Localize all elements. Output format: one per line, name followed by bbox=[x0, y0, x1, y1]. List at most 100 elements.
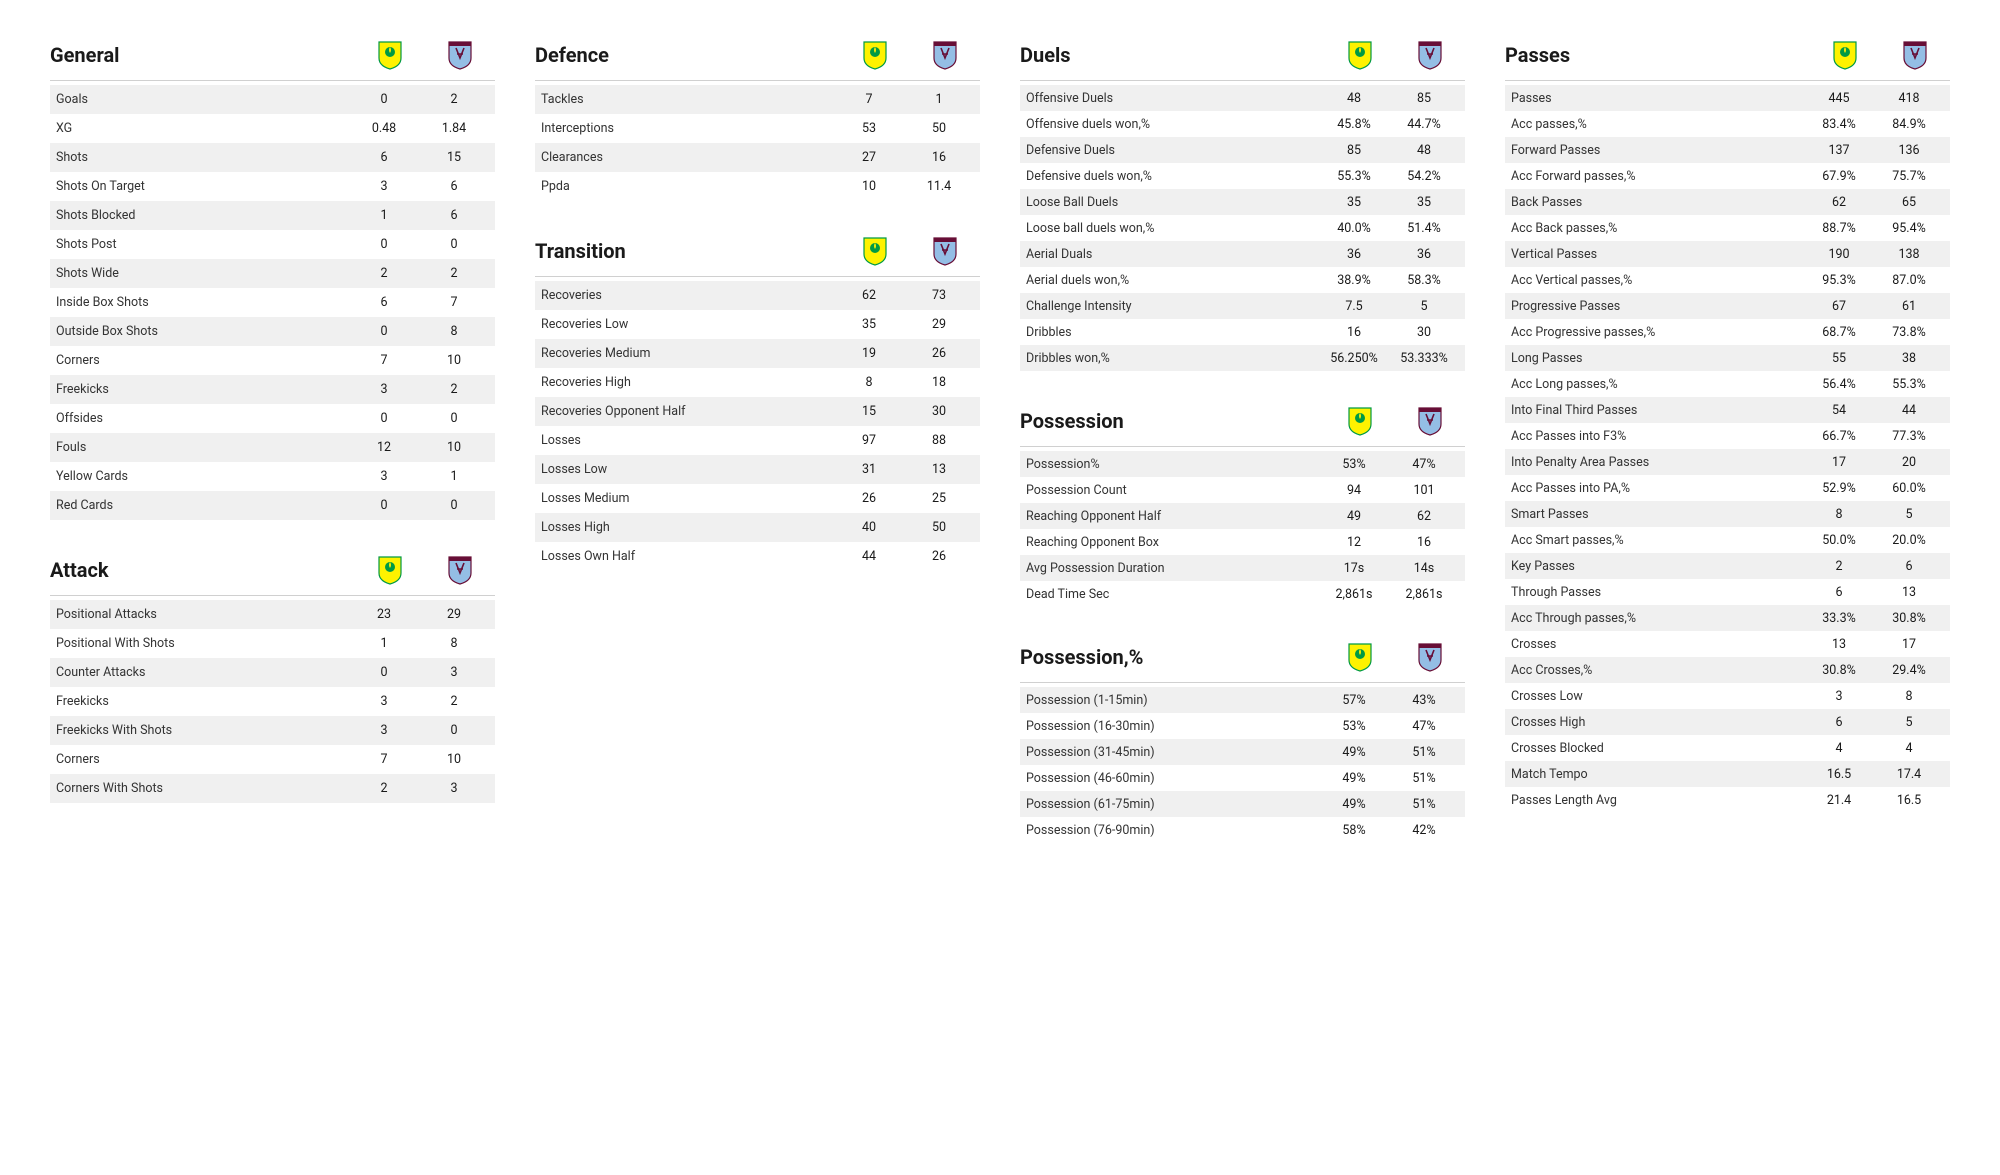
stat-row: Shots Post00 bbox=[50, 230, 495, 259]
home-team-badge bbox=[1810, 40, 1880, 70]
section-title: Transition bbox=[535, 239, 840, 263]
stat-label: Recoveries Medium bbox=[541, 346, 834, 361]
stat-row: Losses High4050 bbox=[535, 513, 980, 542]
stat-label: Recoveries bbox=[541, 288, 834, 303]
stat-away-value: 36 bbox=[1389, 247, 1459, 262]
section-header: Transition bbox=[535, 236, 980, 277]
section-header: Possession,% bbox=[1020, 642, 1465, 683]
stat-label: Corners bbox=[56, 353, 349, 368]
stat-row: Shots615 bbox=[50, 143, 495, 172]
away-team-badge bbox=[910, 236, 980, 266]
stat-label: Acc Passes into PA,% bbox=[1511, 481, 1804, 496]
stat-row: Forward Passes137136 bbox=[1505, 137, 1950, 163]
stat-label: Corners bbox=[56, 752, 349, 767]
stat-row: Crosses Blocked44 bbox=[1505, 735, 1950, 761]
stat-away-value: 29.4% bbox=[1874, 663, 1944, 678]
stat-row: Goals02 bbox=[50, 85, 495, 114]
stat-label: Reaching Opponent Box bbox=[1026, 535, 1319, 550]
stat-home-value: 10 bbox=[834, 179, 904, 194]
stat-home-value: 1 bbox=[349, 636, 419, 651]
stat-home-value: 30.8% bbox=[1804, 663, 1874, 678]
stat-home-value: 44 bbox=[834, 549, 904, 564]
stat-away-value: 47% bbox=[1389, 719, 1459, 734]
home-badge-icon bbox=[1347, 642, 1373, 672]
stat-home-value: 0 bbox=[349, 237, 419, 252]
stat-away-value: 418 bbox=[1874, 91, 1944, 106]
stat-label: Into Penalty Area Passes bbox=[1511, 455, 1804, 470]
stat-row: Acc Smart passes,%50.0%20.0% bbox=[1505, 527, 1950, 553]
stat-label: Loose Ball Duels bbox=[1026, 195, 1319, 210]
stat-home-value: 6 bbox=[349, 150, 419, 165]
stat-label: Passes bbox=[1511, 91, 1804, 106]
stat-away-value: 48 bbox=[1389, 143, 1459, 158]
stat-away-value: 8 bbox=[1874, 689, 1944, 704]
stats-column: Passes Passes445418Acc passes,%83.4%84.9… bbox=[1505, 40, 1950, 843]
stat-label: Crosses Blocked bbox=[1511, 741, 1804, 756]
stat-home-value: 21.4 bbox=[1804, 793, 1874, 808]
stat-away-value: 10 bbox=[419, 353, 489, 368]
stat-row: Acc Passes into F3%66.7%77.3% bbox=[1505, 423, 1950, 449]
stat-home-value: 6 bbox=[1804, 585, 1874, 600]
stat-home-value: 6 bbox=[1804, 715, 1874, 730]
stats-section: Attack Positional Attacks2329Positional … bbox=[50, 555, 495, 803]
home-team-badge bbox=[355, 40, 425, 70]
stat-away-value: 50 bbox=[904, 121, 974, 136]
stat-away-value: 44.7% bbox=[1389, 117, 1459, 132]
stat-row: Offensive Duels4885 bbox=[1020, 85, 1465, 111]
stat-row: Acc Crosses,%30.8%29.4% bbox=[1505, 657, 1950, 683]
stat-row: Acc Vertical passes,%95.3%87.0% bbox=[1505, 267, 1950, 293]
stat-away-value: 30.8% bbox=[1874, 611, 1944, 626]
stat-home-value: 95.3% bbox=[1804, 273, 1874, 288]
away-badge-icon bbox=[1417, 642, 1443, 672]
stat-row: Losses Low3113 bbox=[535, 455, 980, 484]
section-title: Duels bbox=[1020, 43, 1325, 67]
section-rows: Recoveries6273Recoveries Low3529Recoveri… bbox=[535, 281, 980, 571]
stat-label: Into Final Third Passes bbox=[1511, 403, 1804, 418]
stat-row: Possession (61-75min)49%51% bbox=[1020, 791, 1465, 817]
stat-label: Acc Long passes,% bbox=[1511, 377, 1804, 392]
stat-label: Defensive Duels bbox=[1026, 143, 1319, 158]
stat-row: Acc Passes into PA,%52.9%60.0% bbox=[1505, 475, 1950, 501]
stat-home-value: 3 bbox=[349, 382, 419, 397]
stat-away-value: 8 bbox=[419, 636, 489, 651]
stat-row: Dead Time Sec2,861s2,861s bbox=[1020, 581, 1465, 607]
stat-label: Yellow Cards bbox=[56, 469, 349, 484]
stat-away-value: 3 bbox=[419, 665, 489, 680]
stat-home-value: 0 bbox=[349, 498, 419, 513]
stat-home-value: 1 bbox=[349, 208, 419, 223]
stat-row: Passes Length Avg21.416.5 bbox=[1505, 787, 1950, 813]
stat-label: Possession (46-60min) bbox=[1026, 771, 1319, 786]
stat-label: Acc Progressive passes,% bbox=[1511, 325, 1804, 340]
stat-row: Loose Ball Duels3535 bbox=[1020, 189, 1465, 215]
home-team-badge bbox=[355, 555, 425, 585]
stat-row: Acc Progressive passes,%68.7%73.8% bbox=[1505, 319, 1950, 345]
stat-row: Freekicks32 bbox=[50, 375, 495, 404]
stat-label: Goals bbox=[56, 92, 349, 107]
stat-label: Recoveries Opponent Half bbox=[541, 404, 834, 419]
stat-home-value: 56.250% bbox=[1319, 351, 1389, 366]
stat-row: Tackles71 bbox=[535, 85, 980, 114]
stat-home-value: 3 bbox=[349, 723, 419, 738]
stat-away-value: 55.3% bbox=[1874, 377, 1944, 392]
stat-label: Crosses Low bbox=[1511, 689, 1804, 704]
stat-home-value: 40.0% bbox=[1319, 221, 1389, 236]
stat-away-value: 16.5 bbox=[1874, 793, 1944, 808]
section-rows: Positional Attacks2329Positional With Sh… bbox=[50, 600, 495, 803]
stat-away-value: 85 bbox=[1389, 91, 1459, 106]
stat-home-value: 26 bbox=[834, 491, 904, 506]
stat-row: Aerial Duals3636 bbox=[1020, 241, 1465, 267]
stat-away-value: 30 bbox=[1389, 325, 1459, 340]
stat-home-value: 0 bbox=[349, 665, 419, 680]
stat-home-value: 137 bbox=[1804, 143, 1874, 158]
stat-away-value: 38 bbox=[1874, 351, 1944, 366]
stat-row: Back Passes6265 bbox=[1505, 189, 1950, 215]
stat-row: Losses9788 bbox=[535, 426, 980, 455]
stat-row: Challenge Intensity7.55 bbox=[1020, 293, 1465, 319]
stats-column: Duels Offensive Duels4885Offensive duels… bbox=[1020, 40, 1465, 843]
stat-home-value: 7 bbox=[834, 92, 904, 107]
stat-row: Freekicks32 bbox=[50, 687, 495, 716]
stat-row: Smart Passes85 bbox=[1505, 501, 1950, 527]
stat-label: Acc Smart passes,% bbox=[1511, 533, 1804, 548]
stat-away-value: 51.4% bbox=[1389, 221, 1459, 236]
section-title: Possession,% bbox=[1020, 645, 1325, 669]
